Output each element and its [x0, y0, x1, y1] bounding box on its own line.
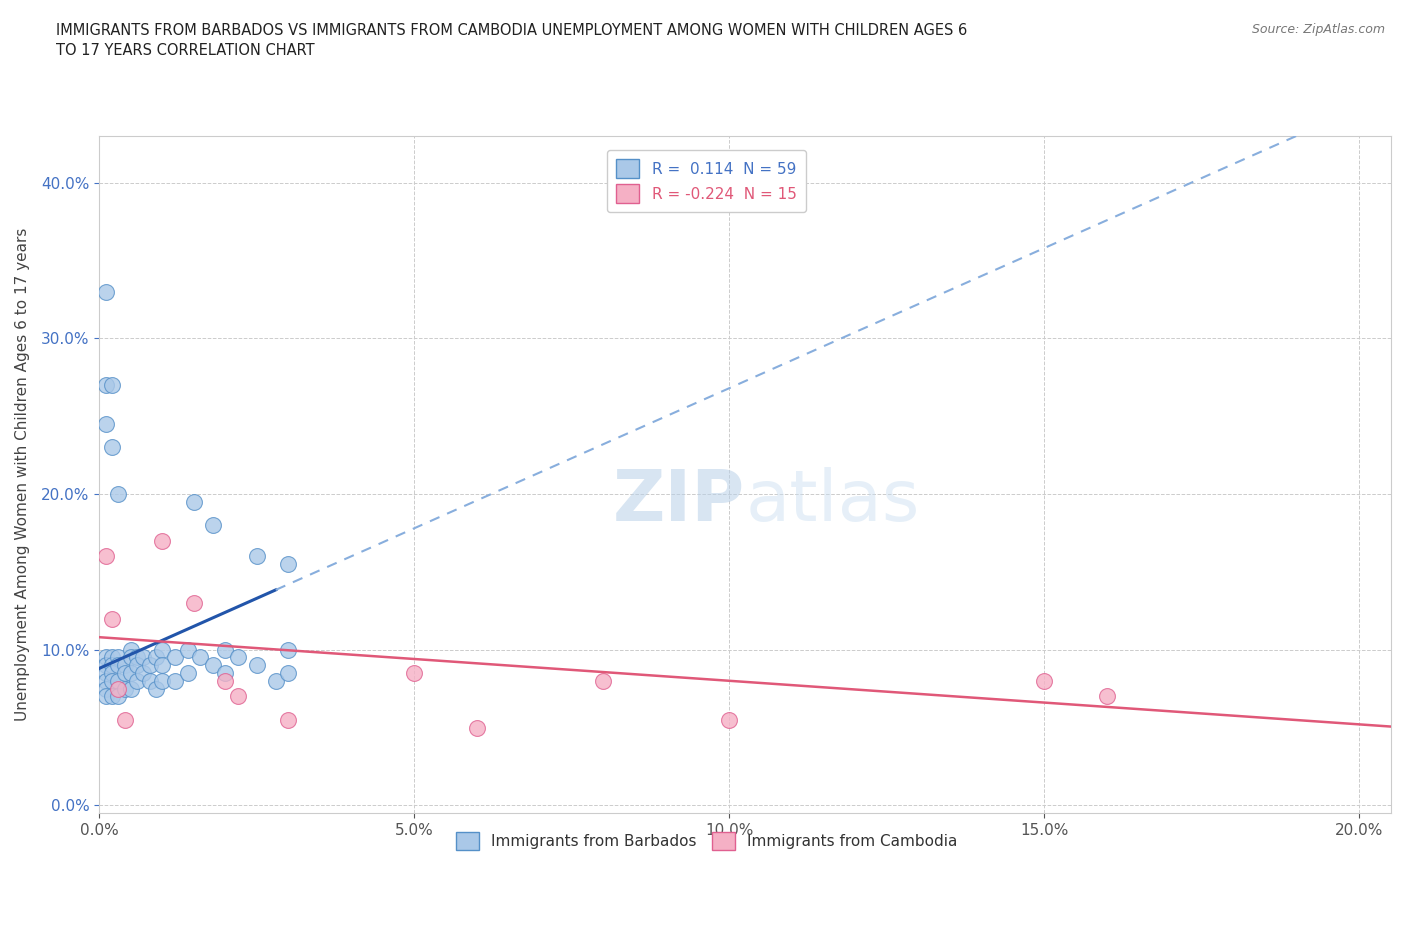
Point	[107, 673, 129, 688]
Point	[94, 689, 117, 704]
Point	[183, 595, 205, 610]
Point	[101, 689, 124, 704]
Point	[176, 643, 198, 658]
Point	[127, 673, 149, 688]
Point	[188, 650, 211, 665]
Point	[246, 658, 269, 672]
Point	[132, 666, 155, 681]
Point	[94, 285, 117, 299]
Point	[150, 533, 173, 548]
Point	[120, 650, 142, 665]
Point	[120, 666, 142, 681]
Point	[94, 666, 117, 681]
Point	[114, 712, 136, 727]
Point	[183, 495, 205, 510]
Text: IMMIGRANTS FROM BARBADOS VS IMMIGRANTS FROM CAMBODIA UNEMPLOYMENT AMONG WOMEN WI: IMMIGRANTS FROM BARBADOS VS IMMIGRANTS F…	[56, 23, 967, 58]
Point	[201, 518, 224, 533]
Point	[94, 658, 117, 672]
Point	[120, 643, 142, 658]
Text: Source: ZipAtlas.com: Source: ZipAtlas.com	[1251, 23, 1385, 36]
Point	[1097, 689, 1119, 704]
Point	[94, 417, 117, 432]
Point	[94, 378, 117, 392]
Point	[94, 673, 117, 688]
Point	[107, 681, 129, 696]
Text: ZIP: ZIP	[613, 467, 745, 536]
Point	[127, 650, 149, 665]
Point	[214, 673, 236, 688]
Point	[139, 673, 162, 688]
Point	[246, 549, 269, 564]
Point	[107, 689, 129, 704]
Point	[277, 712, 299, 727]
Point	[101, 673, 124, 688]
Point	[107, 650, 129, 665]
Point	[132, 650, 155, 665]
Point	[404, 666, 426, 681]
Point	[114, 681, 136, 696]
Point	[101, 666, 124, 681]
Point	[163, 650, 186, 665]
Point	[101, 440, 124, 455]
Point	[214, 666, 236, 681]
Point	[101, 650, 124, 665]
Point	[467, 720, 489, 735]
Point	[94, 549, 117, 564]
Point	[214, 643, 236, 658]
Point	[107, 658, 129, 672]
Point	[139, 658, 162, 672]
Point	[145, 681, 167, 696]
Point	[176, 666, 198, 681]
Point	[201, 658, 224, 672]
Point	[114, 666, 136, 681]
Point	[107, 486, 129, 501]
Point	[592, 673, 614, 688]
Y-axis label: Unemployment Among Women with Children Ages 6 to 17 years: Unemployment Among Women with Children A…	[15, 228, 30, 721]
Point	[101, 611, 124, 626]
Point	[277, 666, 299, 681]
Point	[94, 650, 117, 665]
Point	[127, 658, 149, 672]
Point	[277, 556, 299, 571]
Point	[114, 658, 136, 672]
Point	[150, 658, 173, 672]
Point	[120, 681, 142, 696]
Point	[150, 643, 173, 658]
Point	[264, 673, 287, 688]
Point	[277, 643, 299, 658]
Point	[145, 650, 167, 665]
Point	[226, 650, 249, 665]
Point	[101, 658, 124, 672]
Legend: Immigrants from Barbados, Immigrants from Cambodia: Immigrants from Barbados, Immigrants fro…	[450, 826, 963, 857]
Point	[1033, 673, 1056, 688]
Point	[163, 673, 186, 688]
Point	[226, 689, 249, 704]
Point	[101, 378, 124, 392]
Text: atlas: atlas	[745, 467, 920, 536]
Point	[718, 712, 741, 727]
Point	[94, 681, 117, 696]
Point	[150, 673, 173, 688]
